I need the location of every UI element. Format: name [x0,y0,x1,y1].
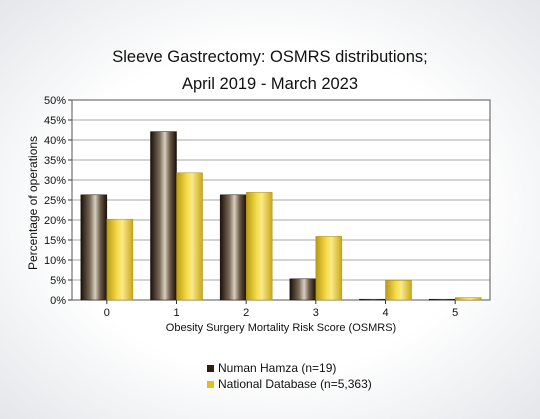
plot-area: 0% 5% 10% 15% 20% 25% 30% 35% 40% 45% 50% 0 1 2 3 4 5 Obe… [26,95,491,334]
bar-series-1-0 [80,194,108,301]
x-tick-label: 5 [452,307,458,319]
y-tick-label: 20% [44,215,66,227]
legend-label-series-1: Numan Hamza (n=19) [218,361,337,375]
y-tick-label: 30% [44,175,66,187]
y-tick-label: 0% [50,295,66,307]
chart-title-line-2: April 2019 - March 2023 [181,75,359,93]
bar-series-2-1 [176,172,203,301]
bar-series-1-3 [289,278,317,301]
x-tick-label: 1 [173,307,179,319]
bar-series-2-3 [315,236,343,301]
x-axis-label: Obesity Surgery Mortality Risk Score (OS… [166,322,396,334]
legend-item-series-2: National Database (n=5,363) [207,376,372,392]
y-tick-label: 35% [44,155,66,167]
legend: Numan Hamza (n=19) National Database (n=… [207,360,372,392]
bar-series-2-2 [245,192,273,301]
y-tick-label: 25% [44,195,66,207]
plot-border [71,99,491,301]
chart-title-line-1: Sleeve Gastrectomy: OSMRS distributions; [112,48,428,66]
legend-swatch-series-2 [207,380,214,388]
bar-series-1-1 [150,131,177,301]
x-tick-label: 2 [243,307,249,319]
x-tick-label: 3 [313,307,319,319]
bar-series-1-2 [219,194,247,301]
bar-series-1-4 [359,298,386,301]
x-tick-label: 0 [104,307,110,319]
bar-series-2-0 [106,218,134,301]
x-tick-label: 4 [382,307,388,319]
bar-series-2-5 [454,297,482,301]
y-tick-label: 10% [44,255,66,267]
y-tick-label: 50% [44,95,66,107]
y-tick-label: 5% [50,275,66,287]
bar-series-2-4 [385,280,412,301]
y-tick-label: 40% [44,135,66,147]
legend-swatch-series-1 [207,364,214,372]
legend-label-series-2: National Database (n=5,363) [218,377,372,391]
y-tick-label: 15% [44,235,66,247]
legend-item-series-1: Numan Hamza (n=19) [207,360,372,376]
y-tick-label: 45% [44,115,66,127]
bar-series-1-5 [428,298,456,301]
y-axis-label: Percentage of operations [26,136,40,270]
